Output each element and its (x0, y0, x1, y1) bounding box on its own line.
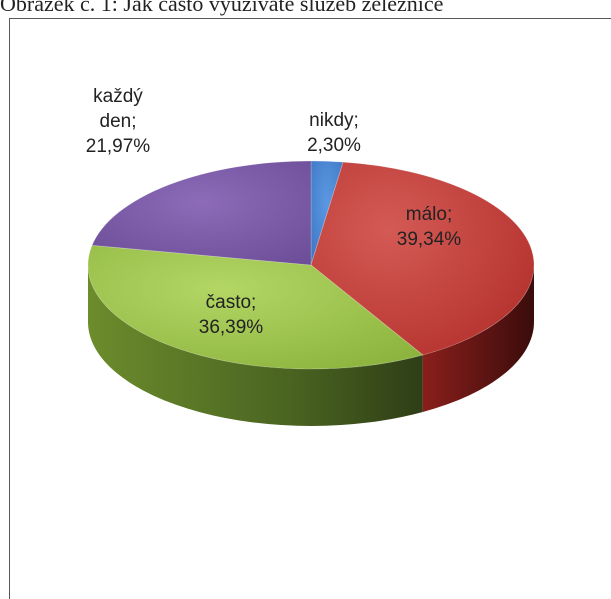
label-kazdy-den-line2: den; (99, 111, 137, 132)
slice-casto (87, 244, 424, 370)
label-malo: málo; 39,34% (374, 202, 484, 252)
label-casto: často; 36,39% (176, 290, 286, 340)
slice-nikdy (310, 160, 344, 266)
label-kazdy-den: každý den; 21,97% (72, 84, 164, 159)
slice-side-malo (422, 265, 534, 412)
figure-caption: Obrázek č. 1: Jak často využíváte služeb… (0, 0, 444, 16)
label-malo-value: 39,34% (396, 229, 462, 250)
slice-malo (310, 161, 535, 356)
slice-kazdy-den (91, 160, 312, 266)
label-casto-name: často; (205, 292, 257, 313)
slice-side-casto (88, 265, 423, 426)
label-kazdy-den-value: 21,97% (85, 136, 151, 157)
label-nikdy-name: nikdy; (309, 110, 359, 131)
label-nikdy: nikdy; 2,30% (284, 108, 384, 158)
label-nikdy-value: 2,30% (307, 135, 361, 156)
label-malo-name: málo; (405, 204, 453, 225)
label-kazdy-den-line1: každý (93, 86, 143, 107)
label-casto-value: 36,39% (198, 317, 264, 338)
